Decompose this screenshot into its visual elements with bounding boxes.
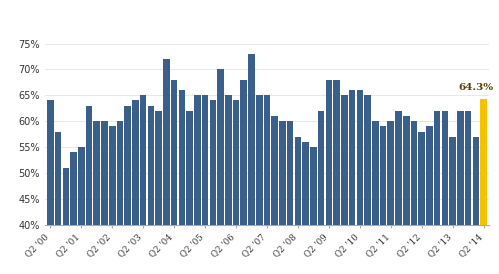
Bar [78,147,84,274]
Text: 64.3%: 64.3% [459,82,494,92]
Bar [194,95,201,274]
Bar [364,95,371,274]
Bar [419,132,425,274]
Bar [109,126,115,274]
Bar [279,121,286,274]
Bar [457,111,464,274]
Bar [356,90,363,274]
Bar [171,80,178,274]
Bar [140,95,147,274]
Bar [124,106,131,274]
Bar [318,111,324,274]
Bar [380,126,386,274]
Bar [155,111,162,274]
Bar [186,111,193,274]
Bar [241,80,247,274]
Bar [411,121,417,274]
Bar [47,101,53,274]
Bar [341,95,348,274]
Bar [271,116,278,274]
Bar [426,126,433,274]
Bar [93,121,100,274]
Bar [434,111,441,274]
Bar [248,54,255,274]
Bar [55,132,61,274]
Bar [217,69,224,274]
Bar [202,95,209,274]
Bar [86,106,92,274]
Bar [302,142,309,274]
Bar [148,106,154,274]
Bar [395,111,402,274]
Bar [473,137,479,274]
Bar [387,121,394,274]
Bar [294,137,301,274]
Text: % of Companies Beating Earnings Estimates by Quarter: 2001-Present: % of Companies Beating Earnings Estimate… [24,14,475,25]
Bar [325,80,332,274]
Bar [62,168,69,274]
Bar [403,116,410,274]
Bar [333,80,340,274]
Bar [70,152,77,274]
Bar [450,137,456,274]
Bar [349,90,355,274]
Bar [442,111,448,274]
Bar [233,101,240,274]
Bar [263,95,270,274]
Bar [465,111,472,274]
Bar [225,95,232,274]
Bar [372,121,379,274]
Bar [163,59,170,274]
Bar [287,121,293,274]
Bar [117,121,123,274]
Bar [481,99,487,274]
Bar [101,121,108,274]
Bar [179,90,185,274]
Bar [310,147,317,274]
Bar [132,101,139,274]
Bar [210,101,216,274]
Bar [256,95,262,274]
